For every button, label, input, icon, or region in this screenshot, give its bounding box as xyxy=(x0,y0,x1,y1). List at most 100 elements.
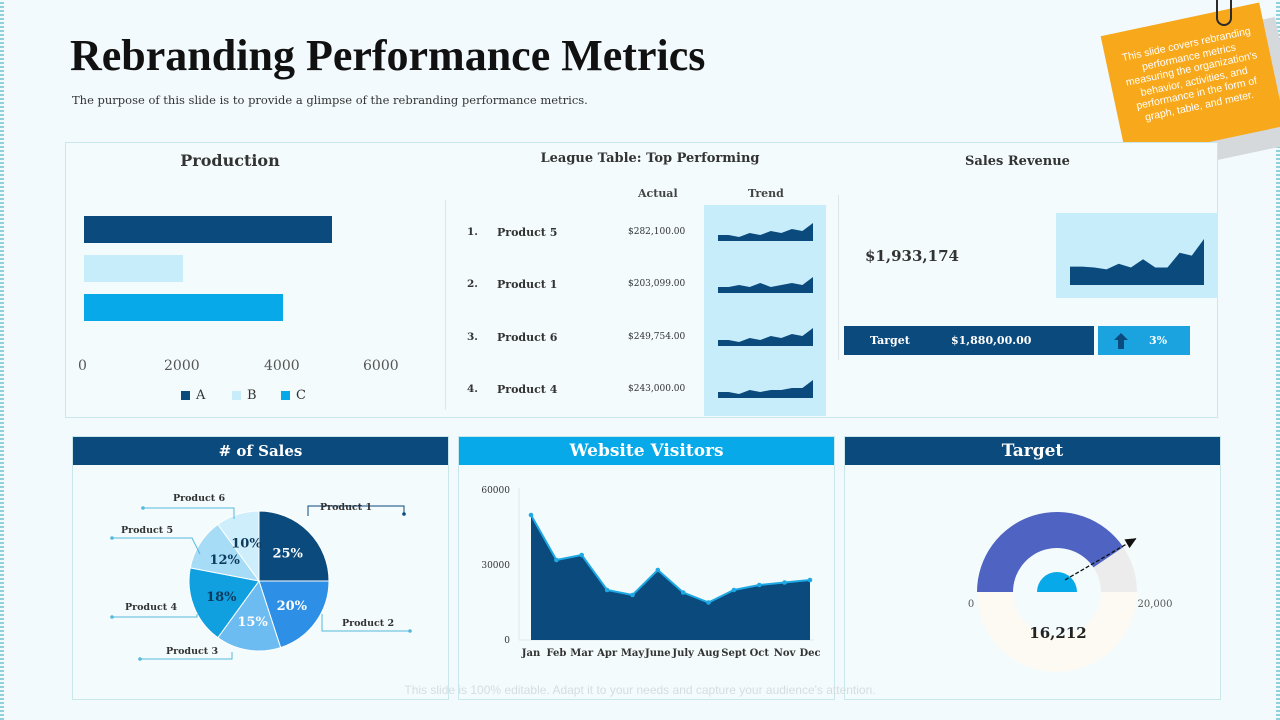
visitors-x-tick: Jan xyxy=(521,648,541,659)
footer-note: This slide is 100% editable. Adapt it to… xyxy=(404,683,876,697)
league-product-name: Product 1 xyxy=(497,278,558,291)
website-visitors-area-chart: Jan Feb Mar Apr May June July Aug Sept Oct Nov Dec 0… xyxy=(481,486,820,659)
league-rank: 1. xyxy=(467,226,478,238)
league-table-title: League Table: Top Performing xyxy=(540,151,760,166)
website-visitors-title: Website Visitors xyxy=(459,437,834,465)
gauge-fill xyxy=(977,512,1124,592)
league-actual-value: $282,100.00 xyxy=(628,227,686,237)
legend-label: A xyxy=(196,388,206,403)
pie-callout-label: Product 1 xyxy=(320,502,372,513)
league-trend-sparkline xyxy=(718,223,813,241)
visitors-y-tick: 30000 xyxy=(481,561,510,571)
paperclip-icon xyxy=(1216,0,1232,26)
legend-swatch xyxy=(281,391,290,400)
pie-callout-label: Product 5 xyxy=(121,525,173,536)
league-actual-value: $203,099.00 xyxy=(628,279,686,289)
visitors-x-tick: Sept xyxy=(721,648,747,659)
visitors-point xyxy=(554,557,559,563)
top-panel xyxy=(65,142,1218,418)
visitors-point xyxy=(655,567,661,573)
num-sales-title: # of Sales xyxy=(73,437,448,465)
sales-revenue-title: Sales Revenue xyxy=(965,154,1070,169)
right-border xyxy=(1276,0,1280,720)
website-visitors-card: Website Visitors xyxy=(458,436,835,700)
pie-callout-line xyxy=(321,614,410,632)
production-bar-A xyxy=(84,216,333,243)
production-title: Production xyxy=(180,151,280,170)
visitors-line xyxy=(530,514,811,604)
visitors-point xyxy=(757,582,762,588)
col-actual: Actual xyxy=(638,187,678,200)
target-card: Target xyxy=(844,436,1221,700)
target-bar: Target $1,880,00.00 xyxy=(844,326,1094,355)
gauge-needle xyxy=(1064,537,1137,581)
target-gauge: 0 20,000 16,212 xyxy=(968,512,1173,672)
legend-label: C xyxy=(296,388,306,403)
pie-callout-dot xyxy=(138,657,142,661)
production-bar-B xyxy=(84,255,184,282)
pie-slice-label: 18% xyxy=(206,590,237,605)
pie-callout-line xyxy=(112,537,201,555)
visitors-point xyxy=(579,552,584,558)
pie-callout-dot xyxy=(402,512,406,516)
sales-revenue-sparkline xyxy=(1070,239,1204,285)
target-percent-box: 3% xyxy=(1098,326,1190,355)
visitors-area xyxy=(531,515,810,640)
visitors-y-tick: 0 xyxy=(504,636,510,646)
visitors-x-tick: Nov xyxy=(774,648,797,659)
pie-slice-label: 10% xyxy=(231,536,262,551)
pie-slice-product-3 xyxy=(217,579,282,652)
visitors-point xyxy=(604,587,610,593)
league-trend-sparkline xyxy=(718,277,813,293)
pie-callout-line xyxy=(143,507,235,519)
legend-label: B xyxy=(247,388,257,403)
visitors-x-tick: June xyxy=(644,648,671,659)
col-trend: Trend xyxy=(748,187,784,200)
visitors-point xyxy=(680,590,686,595)
league-actual-value: $249,754.00 xyxy=(628,332,686,342)
sparkline-area xyxy=(718,277,813,293)
target-label: Target xyxy=(870,334,910,347)
visitors-x-tick: Oct xyxy=(750,648,770,659)
pie-slice-label: 12% xyxy=(209,553,240,568)
league-rank: 4. xyxy=(467,383,478,395)
legend-swatch xyxy=(181,391,190,400)
visitors-point xyxy=(630,592,635,598)
pie-callout-label: Product 6 xyxy=(173,493,226,504)
production-legend-item: C xyxy=(281,388,306,403)
league-trend-sparkline xyxy=(718,380,813,398)
pie-slice-product-4 xyxy=(188,567,260,639)
pie-callout-label: Product 4 xyxy=(125,602,178,613)
pie-slice-label: 25% xyxy=(272,546,303,561)
pie-callout-label: Product 2 xyxy=(342,618,394,629)
target-percent: 3% xyxy=(1149,334,1168,347)
gauge-max-label: 20,000 xyxy=(1138,599,1173,610)
pie-callout-dot xyxy=(408,629,412,633)
production-x-tick: 4000 xyxy=(264,358,300,374)
visitors-x-tick: Dec xyxy=(799,648,820,659)
production-legend-item: B xyxy=(232,388,257,403)
pie-callout-dot xyxy=(110,615,114,619)
legend-swatch xyxy=(232,391,241,400)
gauge-value: 16,212 xyxy=(1029,624,1086,642)
visitors-point xyxy=(706,600,711,605)
target-value: $1,880,00.00 xyxy=(951,334,1032,347)
sales-revenue-sparkline-area xyxy=(1070,239,1204,285)
visitors-x-tick: May xyxy=(621,648,646,659)
left-border xyxy=(0,0,4,720)
league-product-name: Product 6 xyxy=(497,331,558,344)
pie-slice-product-2 xyxy=(258,580,330,649)
page-subtitle: The purpose of this slide is to provide … xyxy=(72,93,588,107)
sparkline-area xyxy=(718,380,813,398)
visitors-y-tick: 60000 xyxy=(481,486,510,496)
league-trend-sparkline xyxy=(718,328,813,346)
pie-callout-line xyxy=(140,652,233,660)
production-x-tick: 0 xyxy=(78,358,87,374)
production-x-tick: 2000 xyxy=(164,358,200,374)
visitors-x-tick: Aug xyxy=(696,648,719,659)
gauge-lower-half xyxy=(977,592,1137,672)
production-x-tick: 6000 xyxy=(363,358,399,374)
league-product-name: Product 5 xyxy=(497,226,558,239)
visitors-point xyxy=(782,580,787,585)
pie-callout-line xyxy=(112,614,198,618)
